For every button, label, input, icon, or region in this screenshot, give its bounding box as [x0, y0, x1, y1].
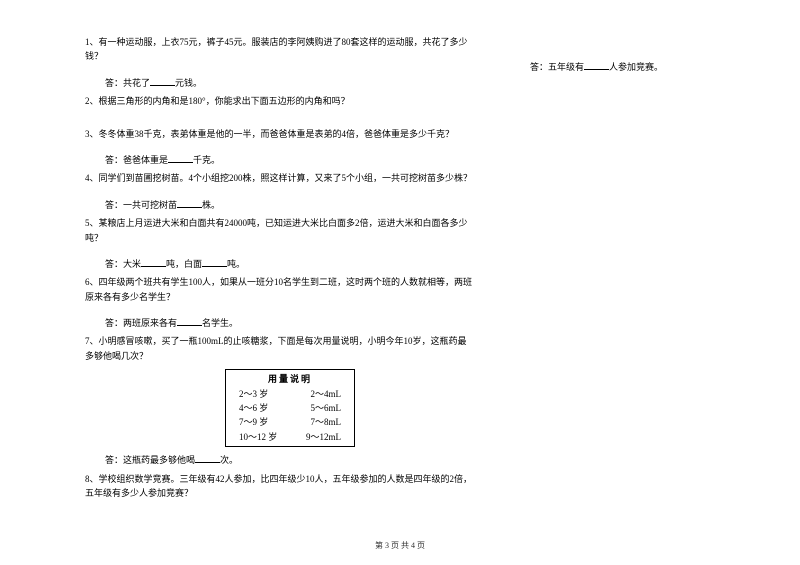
question-6: 6、四年级两个班共有学生100人，如果从一班分10名学生到二班，这时两个班的人数…	[85, 275, 475, 304]
page-footer: 第 3 页 共 4 页	[0, 540, 800, 553]
dosage-dose-0: 2～4mL	[311, 387, 342, 401]
blank-q3	[168, 153, 193, 163]
dosage-row-1: 4～6 岁 5～6mL	[236, 401, 344, 415]
q8-answer-right: 答：五年级有人参加竞赛。	[530, 60, 710, 74]
question-2: 2、根据三角形的内角和是180°，你能求出下面五边形的内角和吗？	[85, 94, 475, 108]
blank-q5a	[141, 257, 166, 267]
dosage-row-0: 2～3 岁 2～4mL	[236, 387, 344, 401]
dosage-table: 用量说明 2～3 岁 2～4mL 4～6 岁 5～6mL 7～9 岁 7～8mL…	[225, 369, 355, 447]
q4-answer: 答：一共可挖树苗株。	[85, 198, 475, 212]
question-5: 5、某粮店上月运进大米和白面共有24000吨，已知运进大米比白面多2倍，运进大米…	[85, 216, 475, 245]
blank-q1	[150, 76, 175, 86]
dosage-dose-1: 5～6mL	[311, 401, 342, 415]
q8-text: 8、学校组织数学竞赛。三年级有42人参加，比四年级少10人，五年级参加的人数是四…	[85, 474, 472, 498]
q1-text: 1、有一种运动服，上衣75元，裤子45元。服装店的李阿姨购进了80套这样的运动服…	[85, 37, 468, 61]
q1-answer: 答：共花了元钱。	[85, 76, 475, 90]
page-container: 1、有一种运动服，上衣75元，裤子45元。服装店的李阿姨购进了80套这样的运动服…	[0, 0, 800, 565]
q7-answer: 答：这瓶药最多够他喝次。	[85, 453, 475, 467]
q6-text: 6、四年级两个班共有学生100人，如果从一班分10名学生到二班，这时两个班的人数…	[85, 277, 472, 301]
dosage-age-1: 4～6 岁	[239, 401, 268, 415]
dosage-title: 用量说明	[236, 372, 344, 386]
dosage-age-0: 2～3 岁	[239, 387, 268, 401]
blank-q8	[584, 60, 609, 70]
question-8: 8、学校组织数学竞赛。三年级有42人参加，比四年级少10人，五年级参加的人数是四…	[85, 472, 475, 501]
q3-answer: 答：爸爸体重是千克。	[85, 153, 475, 167]
dosage-row-3: 10～12 岁 9～12mL	[236, 430, 344, 444]
dosage-age-2: 7～9 岁	[239, 415, 268, 429]
q6-answer: 答：两班原来各有名学生。	[85, 316, 475, 330]
blank-q5b	[202, 257, 227, 267]
q4-text: 4、同学们到苗圃挖树苗。4个小组挖200株，照这样计算，又来了5个小组，一共可挖…	[85, 173, 472, 183]
question-7: 7、小明感冒咳嗽，买了一瓶100mL的止咳糖浆，下面是每次用量说明，小明今年10…	[85, 334, 475, 363]
blank-q7	[195, 453, 220, 463]
q5-answer: 答：大米吨，白面吨。	[85, 257, 475, 271]
question-4: 4、同学们到苗圃挖树苗。4个小组挖200株，照这样计算，又来了5个小组，一共可挖…	[85, 171, 475, 185]
blank-q4	[177, 198, 202, 208]
dosage-row-2: 7～9 岁 7～8mL	[236, 415, 344, 429]
q7-text: 7、小明感冒咳嗽，买了一瓶100mL的止咳糖浆，下面是每次用量说明，小明今年10…	[85, 336, 467, 360]
dosage-dose-2: 7～8mL	[311, 415, 342, 429]
question-3: 3、冬冬体重38千克，表弟体重是他的一半，而爸爸体重是表弟的4倍，爸爸体重是多少…	[85, 127, 475, 141]
blank-q6	[177, 316, 202, 326]
dosage-age-3: 10～12 岁	[239, 430, 277, 444]
right-column: 答：五年级有人参加竞赛。	[530, 35, 710, 74]
q5-text: 5、某粮店上月运进大米和白面共有24000吨，已知运进大米比白面多2倍，运进大米…	[85, 218, 468, 242]
question-1: 1、有一种运动服，上衣75元，裤子45元。服装店的李阿姨购进了80套这样的运动服…	[85, 35, 475, 64]
q2-text: 2、根据三角形的内角和是180°，你能求出下面五边形的内角和吗？	[85, 96, 350, 106]
left-column: 1、有一种运动服，上衣75元，裤子45元。服装店的李阿姨购进了80套这样的运动服…	[85, 35, 475, 503]
q3-text: 3、冬冬体重38千克，表弟体重是他的一半，而爸爸体重是表弟的4倍，爸爸体重是多少…	[85, 129, 454, 139]
dosage-dose-3: 9～12mL	[306, 430, 341, 444]
